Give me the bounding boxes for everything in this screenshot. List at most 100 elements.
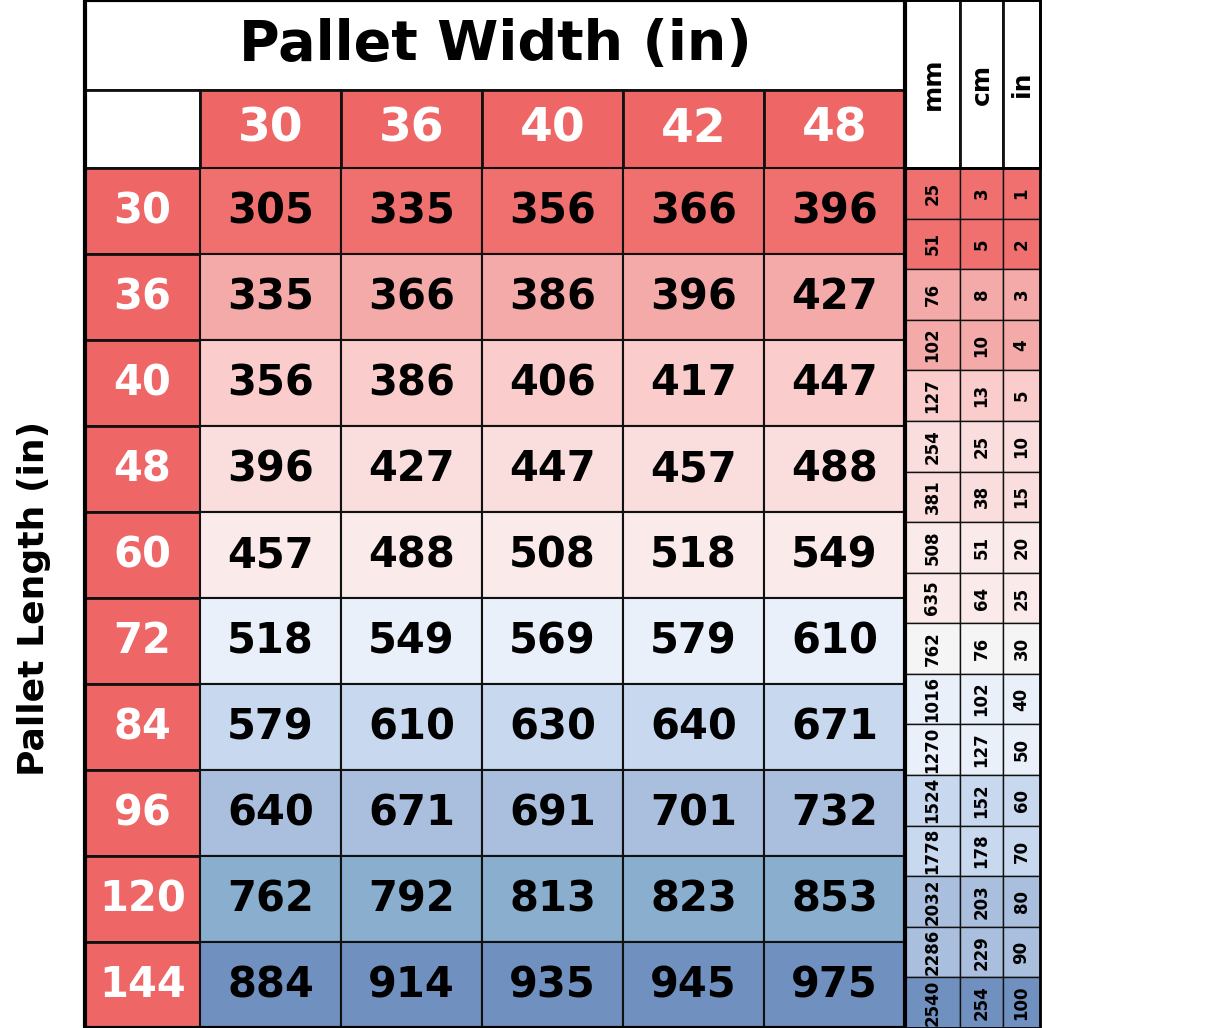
- Text: 762: 762: [924, 631, 942, 666]
- Bar: [904, 269, 960, 320]
- Text: 40: 40: [520, 107, 585, 151]
- Bar: [764, 684, 904, 770]
- Bar: [341, 770, 482, 856]
- Text: in: in: [1010, 71, 1033, 98]
- Text: 508: 508: [509, 534, 596, 576]
- Text: 610: 610: [792, 620, 878, 662]
- Text: 488: 488: [368, 534, 455, 576]
- Bar: [960, 876, 1003, 927]
- Text: 229: 229: [972, 934, 991, 969]
- Text: 120: 120: [100, 878, 186, 920]
- Text: cm: cm: [970, 64, 993, 105]
- Text: 579: 579: [651, 620, 737, 662]
- Bar: [200, 856, 341, 942]
- Bar: [85, 770, 200, 856]
- Bar: [200, 254, 341, 340]
- Text: 549: 549: [368, 620, 455, 662]
- Text: 2: 2: [1012, 238, 1031, 250]
- Bar: [960, 825, 1003, 876]
- Bar: [623, 168, 764, 254]
- Bar: [200, 512, 341, 598]
- Text: 25: 25: [924, 182, 942, 205]
- Bar: [482, 598, 623, 684]
- Text: 30: 30: [113, 190, 171, 232]
- Bar: [200, 90, 341, 168]
- Text: 1778: 1778: [924, 828, 942, 874]
- Bar: [764, 512, 904, 598]
- Text: 64: 64: [972, 586, 991, 610]
- Bar: [1003, 522, 1040, 573]
- Bar: [904, 775, 960, 825]
- Bar: [904, 168, 960, 219]
- Bar: [960, 320, 1003, 370]
- Bar: [960, 420, 1003, 472]
- Text: 70: 70: [1012, 840, 1031, 862]
- Bar: [960, 269, 1003, 320]
- Text: 84: 84: [114, 706, 171, 748]
- Bar: [904, 420, 960, 472]
- Bar: [623, 90, 764, 168]
- Bar: [904, 472, 960, 522]
- Bar: [904, 522, 960, 573]
- Bar: [482, 90, 623, 168]
- Text: 427: 427: [792, 276, 878, 318]
- Text: 36: 36: [113, 276, 171, 318]
- Bar: [482, 168, 623, 254]
- Bar: [1003, 825, 1040, 876]
- Text: 254: 254: [924, 429, 942, 464]
- Bar: [904, 725, 960, 775]
- Text: 701: 701: [649, 792, 737, 834]
- Text: 569: 569: [509, 620, 596, 662]
- Text: 1270: 1270: [924, 727, 942, 773]
- Bar: [904, 219, 960, 269]
- Bar: [85, 856, 200, 942]
- Bar: [904, 0, 960, 168]
- Text: 396: 396: [792, 190, 878, 232]
- Text: 823: 823: [649, 878, 737, 920]
- Text: 640: 640: [227, 792, 314, 834]
- Text: 38: 38: [972, 485, 991, 509]
- Bar: [904, 0, 1040, 168]
- Bar: [623, 340, 764, 426]
- Text: 671: 671: [792, 706, 878, 748]
- Text: 640: 640: [649, 706, 737, 748]
- Text: 5: 5: [972, 238, 991, 250]
- Bar: [341, 340, 482, 426]
- Bar: [341, 942, 482, 1028]
- Text: 935: 935: [509, 964, 596, 1006]
- Bar: [85, 426, 200, 512]
- Text: 914: 914: [368, 964, 455, 1006]
- Bar: [764, 168, 904, 254]
- Bar: [1003, 927, 1040, 978]
- Bar: [1003, 472, 1040, 522]
- Bar: [341, 254, 482, 340]
- Text: mm: mm: [920, 58, 944, 110]
- Bar: [904, 825, 960, 876]
- Bar: [764, 90, 904, 168]
- Bar: [341, 512, 482, 598]
- Bar: [623, 254, 764, 340]
- Text: 10: 10: [972, 333, 991, 357]
- Bar: [1003, 320, 1040, 370]
- Text: 386: 386: [509, 276, 596, 318]
- Text: 635: 635: [924, 581, 942, 616]
- Bar: [960, 370, 1003, 420]
- Text: 60: 60: [1012, 788, 1031, 812]
- Bar: [482, 512, 623, 598]
- Bar: [1003, 725, 1040, 775]
- Text: 1016: 1016: [924, 676, 942, 723]
- Text: 13: 13: [972, 384, 991, 407]
- Text: 549: 549: [792, 534, 878, 576]
- Bar: [960, 219, 1003, 269]
- Text: 102: 102: [924, 328, 942, 363]
- Bar: [1003, 876, 1040, 927]
- Bar: [623, 942, 764, 1028]
- Text: 305: 305: [227, 190, 314, 232]
- Text: 76: 76: [972, 637, 991, 660]
- Bar: [482, 426, 623, 512]
- Text: 508: 508: [924, 530, 942, 564]
- Text: 254: 254: [972, 985, 991, 1020]
- Bar: [1003, 573, 1040, 623]
- Bar: [200, 942, 341, 1028]
- Bar: [623, 598, 764, 684]
